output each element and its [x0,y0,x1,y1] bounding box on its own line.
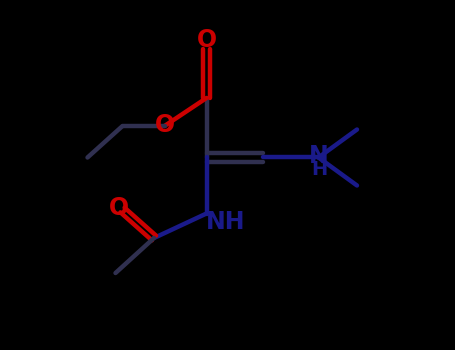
Text: O: O [109,196,129,220]
Text: H: H [311,160,327,179]
Text: NH: NH [206,210,246,234]
Text: O: O [154,113,175,137]
Text: N: N [309,144,329,168]
Text: O: O [197,28,217,52]
